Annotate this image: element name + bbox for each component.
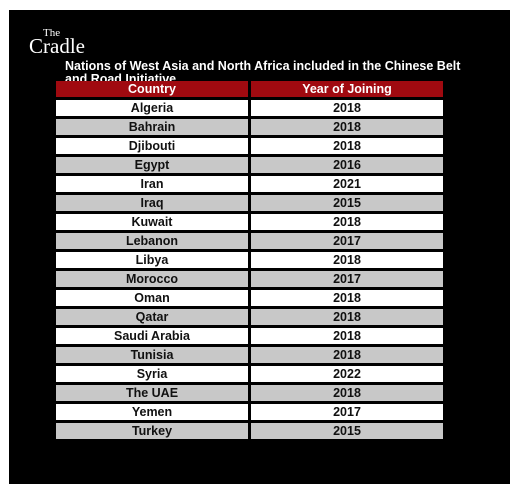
country-cell: Egypt bbox=[56, 157, 248, 173]
table-row: Bahrain 2018 bbox=[56, 119, 443, 135]
country-cell: Morocco bbox=[56, 271, 248, 287]
column-header-year: Year of Joining bbox=[251, 81, 443, 97]
year-cell: 2018 bbox=[251, 119, 443, 135]
table-row: Turkey 2015 bbox=[56, 423, 443, 439]
year-cell: 2018 bbox=[251, 214, 443, 230]
table-row: Morocco 2017 bbox=[56, 271, 443, 287]
year-cell: 2015 bbox=[251, 423, 443, 439]
table-row: Qatar 2018 bbox=[56, 309, 443, 325]
year-cell: 2018 bbox=[251, 100, 443, 116]
year-cell: 2022 bbox=[251, 366, 443, 382]
year-cell: 2018 bbox=[251, 347, 443, 363]
cradle-logo: The Cradle bbox=[29, 28, 85, 57]
year-cell: 2018 bbox=[251, 328, 443, 344]
year-cell: 2018 bbox=[251, 309, 443, 325]
logo-the-text: The bbox=[43, 27, 61, 39]
country-cell: Djibouti bbox=[56, 138, 248, 154]
country-cell: Syria bbox=[56, 366, 248, 382]
table-body: Algeria 2018 Bahrain 2018 Djibouti 2018 Egypt 2… bbox=[56, 100, 443, 439]
year-cell: 2017 bbox=[251, 271, 443, 287]
country-cell: Algeria bbox=[56, 100, 248, 116]
year-cell: 2021 bbox=[251, 176, 443, 192]
table-row: The UAE 2018 bbox=[56, 385, 443, 401]
country-cell: Tunisia bbox=[56, 347, 248, 363]
table-row: Djibouti 2018 bbox=[56, 138, 443, 154]
column-header-country: Country bbox=[56, 81, 248, 97]
table-row: Algeria 2018 bbox=[56, 100, 443, 116]
country-cell: Yemen bbox=[56, 404, 248, 420]
country-cell: Kuwait bbox=[56, 214, 248, 230]
country-cell: Turkey bbox=[56, 423, 248, 439]
table-row: Oman 2018 bbox=[56, 290, 443, 306]
table-row: Syria 2022 bbox=[56, 366, 443, 382]
table-row: Iraq 2015 bbox=[56, 195, 443, 211]
table-row: Tunisia 2018 bbox=[56, 347, 443, 363]
year-cell: 2018 bbox=[251, 290, 443, 306]
country-cell: Iraq bbox=[56, 195, 248, 211]
year-cell: 2016 bbox=[251, 157, 443, 173]
table-row: Kuwait 2018 bbox=[56, 214, 443, 230]
country-cell: Lebanon bbox=[56, 233, 248, 249]
country-cell: Iran bbox=[56, 176, 248, 192]
country-cell: Saudi Arabia bbox=[56, 328, 248, 344]
year-cell: 2015 bbox=[251, 195, 443, 211]
year-cell: 2017 bbox=[251, 233, 443, 249]
table-row: Egypt 2016 bbox=[56, 157, 443, 173]
year-cell: 2018 bbox=[251, 138, 443, 154]
table-row: Saudi Arabia 2018 bbox=[56, 328, 443, 344]
table-row: Libya 2018 bbox=[56, 252, 443, 268]
table-row: Yemen 2017 bbox=[56, 404, 443, 420]
country-cell: The UAE bbox=[56, 385, 248, 401]
bri-membership-table: Country Year of Joining Algeria 2018 Bahra… bbox=[53, 78, 446, 442]
table-row: Lebanon 2017 bbox=[56, 233, 443, 249]
year-cell: 2018 bbox=[251, 385, 443, 401]
table-header-row: Country Year of Joining bbox=[56, 81, 443, 97]
country-cell: Qatar bbox=[56, 309, 248, 325]
year-cell: 2017 bbox=[251, 404, 443, 420]
table-row: Iran 2021 bbox=[56, 176, 443, 192]
year-cell: 2018 bbox=[251, 252, 443, 268]
country-cell: Libya bbox=[56, 252, 248, 268]
country-cell: Bahrain bbox=[56, 119, 248, 135]
logo-cradle-text: Cradle bbox=[29, 34, 85, 58]
country-cell: Oman bbox=[56, 290, 248, 306]
